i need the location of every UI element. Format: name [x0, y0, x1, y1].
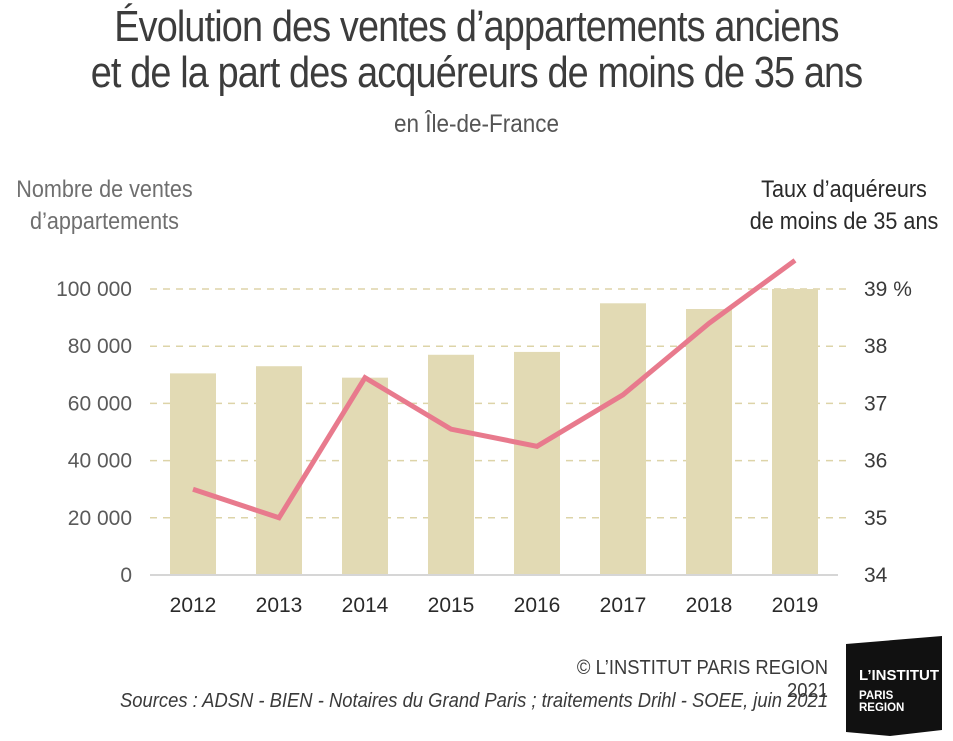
x-tick-label: 2013	[256, 594, 303, 617]
left-axis-label: Nombre de ventes d’appartements	[10, 174, 199, 238]
logo-text: L’INSTITUT PARIS REGION	[859, 667, 939, 715]
x-tick-label: 2015	[428, 594, 475, 617]
logo-badge-shape	[846, 636, 942, 736]
copyright-text: © L’INSTITUT PARIS REGION 2021	[576, 657, 828, 702]
left-tick-label: 0	[120, 564, 132, 587]
right-axis-label-line-1: Taux d’aquéreurs	[761, 176, 927, 203]
left-tick-label: 20 000	[68, 507, 132, 530]
bar-2017	[600, 303, 646, 575]
left-tick-label: 40 000	[68, 450, 132, 473]
x-tick-label: 2012	[170, 594, 217, 617]
bar-2014	[342, 377, 388, 575]
title-line-1: Évolution des ventes d’appartements anci…	[114, 2, 839, 51]
bar-2016	[514, 351, 560, 575]
logo-line-2: PARIS	[859, 690, 894, 702]
right-tick-label: 38	[864, 335, 887, 358]
grid-layer	[150, 288, 850, 519]
right-tick-label: 36	[864, 450, 887, 473]
left-axis-label-line-2: d’appartements	[30, 208, 179, 235]
right-axis-ticks: 34 35 36 37 38 39 %	[864, 278, 912, 587]
right-axis-label: Taux d’aquéreurs de moins de 35 ans	[736, 174, 952, 238]
bar-layer	[170, 289, 818, 575]
bar-2018	[686, 309, 732, 575]
x-tick-label: 2016	[514, 594, 561, 617]
bar-2019	[772, 289, 818, 575]
institut-paris-region-logo: L’INSTITUT PARIS REGION	[846, 636, 942, 736]
right-tick-label: 39 %	[864, 278, 912, 301]
bar-2015	[428, 354, 474, 575]
left-axis-ticks: 0 20 000 40 000 60 000 80 000 100 000	[56, 278, 132, 587]
left-axis-label-line-1: Nombre de ventes	[16, 176, 193, 203]
right-tick-label: 34	[864, 564, 888, 587]
x-tick-label: 2017	[600, 594, 647, 617]
right-axis-label-line-2: de moins de 35 ans	[749, 208, 939, 235]
logo-line-1: L’INSTITUT	[859, 667, 939, 684]
chart-subtitle: en Île-de-France	[393, 110, 560, 138]
title-line-2: et de la part des acquéreurs de moins de…	[90, 48, 863, 97]
x-tick-label: 2014	[342, 594, 389, 617]
x-tick-label: 2019	[772, 594, 819, 617]
left-tick-label: 60 000	[68, 392, 132, 415]
right-tick-label: 35	[864, 507, 887, 530]
x-tick-label: 2018	[686, 594, 733, 617]
chart-title: Évolution des ventes d’appartements anci…	[67, 4, 887, 96]
left-tick-label: 80 000	[68, 335, 132, 358]
left-tick-label: 100 000	[56, 278, 132, 301]
right-tick-label: 37	[864, 392, 887, 415]
logo-line-3: REGION	[859, 702, 905, 714]
sources-text: Sources : ADSN - BIEN - Notaires du Gran…	[120, 690, 829, 712]
bar-2012	[170, 373, 216, 575]
line-layer	[192, 258, 797, 521]
x-axis-ticks: 2012 2013 2014 2015 2016 2017 2018 2019	[170, 594, 819, 617]
bar-2013	[256, 366, 302, 575]
series-line-under35	[192, 258, 797, 521]
